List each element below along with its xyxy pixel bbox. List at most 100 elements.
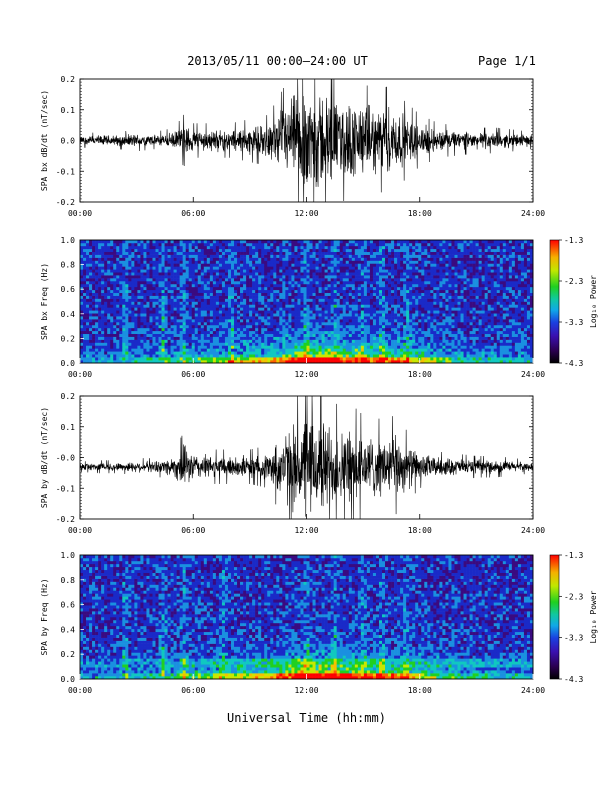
- heat-cell: [403, 345, 407, 349]
- heat-cell: [294, 292, 298, 296]
- heat-cell: [351, 240, 356, 244]
- heat-cell: [415, 310, 419, 314]
- heat-cell: [418, 295, 422, 299]
- heat-cell: [197, 304, 202, 308]
- heat-cell: [152, 333, 156, 337]
- heat-cell: [375, 348, 380, 352]
- heat-cell: [179, 304, 183, 308]
- heat-cell: [264, 333, 268, 337]
- heat-cell: [391, 283, 395, 288]
- heat-cell: [321, 351, 325, 355]
- heat-cell: [357, 348, 362, 352]
- heat-cell: [369, 330, 374, 335]
- heat-cell: [427, 324, 431, 329]
- heat-cell: [164, 351, 168, 355]
- heat-cell: [279, 286, 283, 291]
- heat-cell: [110, 313, 114, 317]
- heat-cell: [267, 281, 271, 285]
- heat-cell: [194, 360, 199, 364]
- heat-cell: [185, 351, 190, 355]
- heat-cell: [430, 360, 434, 364]
- heat-cell: [173, 281, 177, 285]
- heat-cell: [357, 351, 362, 355]
- heat-cell: [203, 260, 208, 264]
- heat-cell: [378, 298, 383, 302]
- heat-cell: [252, 283, 256, 288]
- heat-cell: [122, 339, 126, 343]
- heat-cell: [164, 333, 168, 337]
- heat-cell: [209, 348, 214, 352]
- heat-cell: [218, 333, 223, 337]
- heat-cell: [327, 251, 331, 255]
- heat-cell: [321, 342, 325, 346]
- heat-cell: [218, 286, 223, 291]
- heat-cell: [167, 354, 171, 358]
- heat-cell: [240, 348, 244, 352]
- heat-cell: [243, 336, 247, 340]
- heat-cell: [104, 272, 108, 276]
- heat-cell: [221, 333, 226, 337]
- heat-cell: [125, 319, 129, 323]
- heat-cell: [360, 339, 365, 343]
- heat-cell: [83, 292, 87, 296]
- heat-cell: [203, 295, 208, 299]
- heat-cell: [149, 242, 153, 247]
- heat-cell: [261, 322, 265, 326]
- heat-cell: [375, 254, 380, 258]
- heat-cell: [261, 354, 265, 358]
- heat-cell: [173, 348, 177, 352]
- heat-cell: [113, 354, 117, 358]
- heat-cell: [330, 281, 334, 285]
- heat-cell: [231, 257, 235, 261]
- heat-cell: [113, 257, 117, 261]
- heat-cell: [267, 324, 271, 329]
- heat-cell: [206, 333, 211, 337]
- heat-cell: [143, 322, 147, 326]
- heat-cell: [366, 357, 371, 361]
- heat-cell: [291, 354, 295, 358]
- heat-cell: [86, 324, 90, 329]
- heat-cell: [146, 345, 150, 349]
- heat-cell: [92, 248, 96, 253]
- heat-cell: [400, 348, 404, 352]
- heat-cell: [339, 342, 344, 346]
- heat-cell: [200, 286, 205, 291]
- heat-cell: [261, 286, 265, 291]
- heat-cell: [146, 272, 150, 276]
- heat-cell: [191, 257, 196, 261]
- heat-cell: [98, 263, 102, 267]
- heat-cell: [182, 342, 186, 346]
- heat-cell: [375, 295, 380, 299]
- heat-cell: [125, 245, 129, 250]
- heat-cell: [119, 330, 123, 335]
- heat-cell: [80, 245, 84, 250]
- heat-cell: [306, 269, 310, 273]
- heat-cell: [203, 275, 208, 279]
- heat-cell: [221, 295, 226, 299]
- heat-cell: [185, 260, 190, 264]
- heat-cell: [182, 289, 186, 294]
- heat-cell: [86, 319, 90, 323]
- heat-cell: [164, 342, 168, 346]
- heat-cell: [403, 251, 407, 255]
- heat-cell: [348, 333, 353, 337]
- heat-cell: [276, 245, 280, 250]
- heat-cell: [385, 339, 389, 343]
- heat-cell: [312, 354, 316, 358]
- heat-cell: [360, 240, 365, 244]
- heat-cell: [369, 263, 374, 267]
- heat-cell: [345, 330, 350, 335]
- heat-cell: [116, 266, 120, 270]
- heat-cell: [173, 283, 177, 288]
- heat-cell: [333, 307, 337, 311]
- heat-cell: [388, 360, 392, 364]
- heat-cell: [140, 360, 144, 364]
- heat-cell: [339, 245, 344, 250]
- heat-cell: [288, 330, 292, 335]
- heat-cell: [258, 245, 262, 250]
- heat-cell: [288, 327, 292, 332]
- heat-cell: [354, 348, 359, 352]
- heat-cell: [164, 286, 168, 291]
- heat-cell: [215, 324, 220, 329]
- heat-cell: [273, 345, 277, 349]
